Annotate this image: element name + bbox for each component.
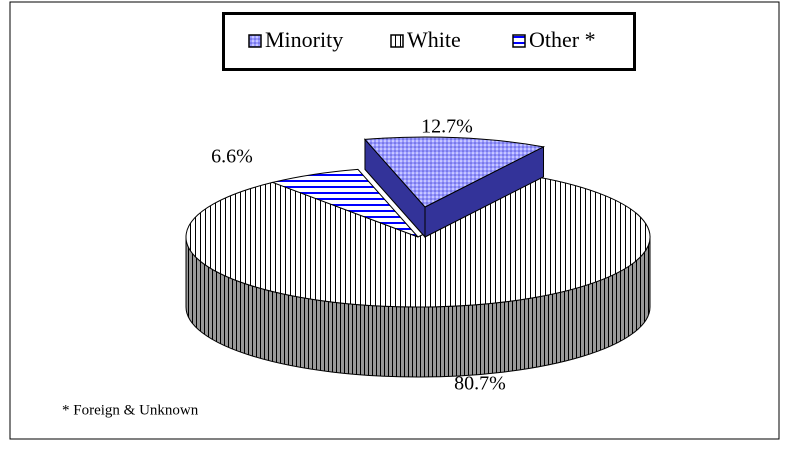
legend-swatch xyxy=(512,34,526,48)
pie-slice xyxy=(363,136,546,208)
legend-label: Other * xyxy=(529,27,596,52)
data-label: 80.7% xyxy=(454,373,506,395)
legend-swatch xyxy=(390,34,404,48)
legend-swatch xyxy=(248,34,262,48)
data-label: 6.6% xyxy=(211,146,253,168)
pie-slice xyxy=(271,168,419,238)
legend-label: White xyxy=(407,27,461,52)
footnote: * Foreign & Unknown xyxy=(62,402,199,418)
legend-label: Minority xyxy=(265,27,343,52)
legend-box xyxy=(222,12,636,71)
data-label: 12.7% xyxy=(421,116,473,138)
pie-slice xyxy=(185,176,651,308)
